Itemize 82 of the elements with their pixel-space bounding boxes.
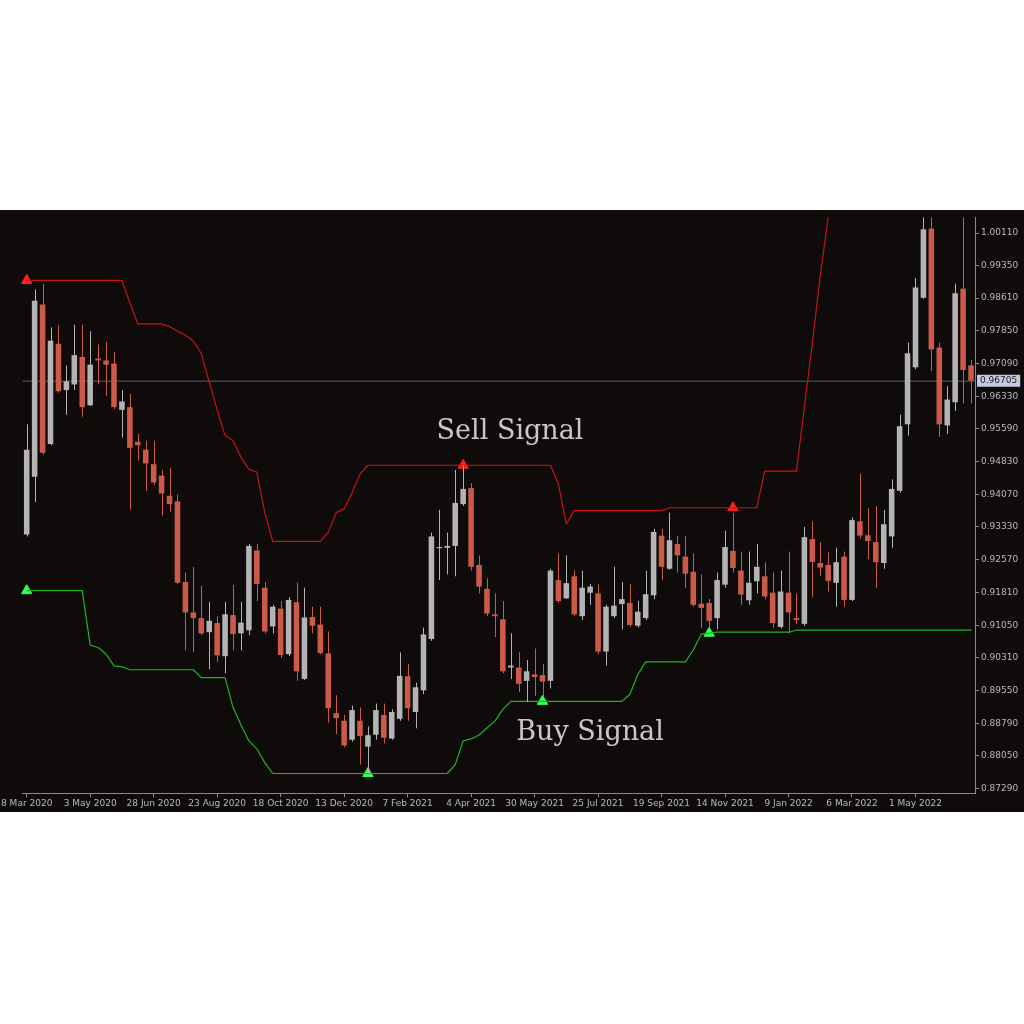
y-tick-label: 0.97090 [981, 358, 1019, 369]
annotation: Buy Signal [516, 715, 664, 747]
candlestick [333, 694, 339, 735]
y-tick-label: 1.00110 [981, 227, 1019, 238]
candlestick [523, 659, 530, 703]
y-tick-label: 0.91810 [981, 587, 1019, 598]
x-tick-label: 3 May 2020 [63, 797, 117, 808]
y-tick-label: 0.94070 [981, 489, 1019, 500]
candlestick [119, 389, 125, 439]
candlestick [627, 583, 633, 628]
y-tick-label: 0.88790 [981, 718, 1019, 729]
x-tick-label: 18 Oct 2020 [252, 797, 309, 808]
y-tick-label: 0.96330 [981, 391, 1019, 402]
x-tick-label: 30 May 2021 [505, 797, 564, 808]
candlestick [642, 570, 649, 621]
x-tick-label: 19 Sep 2021 [633, 797, 691, 808]
candlestick [238, 601, 244, 651]
candlestick [206, 601, 212, 670]
candlestick [444, 532, 451, 575]
candlestick [357, 706, 363, 765]
x-tick-label: 1 May 2022 [889, 797, 942, 808]
candlestick [460, 464, 466, 507]
candlestick [63, 364, 70, 416]
candlestick [746, 551, 752, 606]
y-tick-label: 0.91050 [981, 620, 1019, 631]
candlestick [230, 584, 236, 651]
candlestick [135, 433, 141, 461]
x-tick-label: 6 Mar 2022 [826, 797, 878, 808]
candlestick [730, 512, 736, 574]
candlestick [753, 543, 760, 594]
candlestick [873, 505, 879, 589]
x-tick-label: 4 Apr 2021 [446, 797, 497, 808]
y-tick-label: 0.95590 [981, 423, 1019, 434]
candlestick [793, 592, 800, 625]
candlestick [611, 566, 617, 619]
candlestick [634, 600, 641, 629]
candlestick [817, 541, 824, 577]
y-tick-label: 0.94830 [981, 456, 1019, 467]
y-tick-label: 0.97850 [981, 325, 1019, 336]
x-tick-label: 8 Mar 2020 [1, 797, 53, 808]
y-tick-label: 0.88050 [981, 750, 1019, 761]
point [21, 584, 33, 595]
y-tick-label: 0.92570 [981, 554, 1019, 565]
candlestick [381, 703, 387, 745]
x-tick-label: 23 Aug 2020 [188, 797, 247, 808]
candlestick [857, 473, 863, 539]
candlestick [555, 553, 562, 604]
candlestick [365, 725, 371, 775]
x-tick-label: 28 Jun 2020 [126, 797, 182, 808]
candlestick [968, 359, 974, 404]
x-tick-label: 7 Feb 2021 [382, 797, 433, 808]
point [21, 273, 33, 284]
y-tick-label: 0.99350 [981, 260, 1019, 271]
candlestick [190, 566, 197, 653]
annotation: Sell Signal [436, 414, 584, 446]
candlestick [865, 507, 871, 560]
candlestick [738, 551, 744, 606]
candlestick [507, 632, 514, 680]
x-tick-label: 14 Nov 2021 [696, 797, 754, 808]
x-tick-label: 13 Dec 2020 [315, 797, 374, 808]
candlestick [103, 341, 109, 397]
y-tick-label: 0.90310 [981, 652, 1019, 663]
y-tick-label: 0.87290 [981, 783, 1019, 794]
candlestick [539, 663, 546, 697]
candlestick [809, 520, 816, 598]
candlestick [587, 583, 593, 606]
candlestick [833, 547, 839, 608]
candlestick [309, 606, 316, 634]
candlestick [142, 440, 149, 492]
candlestick [531, 648, 538, 697]
candlestick [492, 592, 498, 638]
candlestick [825, 551, 831, 592]
ref-line-label: 0.96705 [980, 374, 1018, 385]
x-tick-label: 25 Jul 2021 [572, 797, 624, 808]
candlestick [698, 573, 704, 629]
candlestick [619, 581, 625, 631]
y-tick-label: 0.93330 [981, 521, 1019, 532]
candlestick [706, 598, 712, 629]
y-tick-label: 0.98610 [981, 292, 1019, 303]
y-tick-label: 0.89550 [981, 685, 1019, 696]
candlestick [476, 554, 482, 594]
x-tick-label: 9 Jan 2022 [764, 797, 813, 808]
